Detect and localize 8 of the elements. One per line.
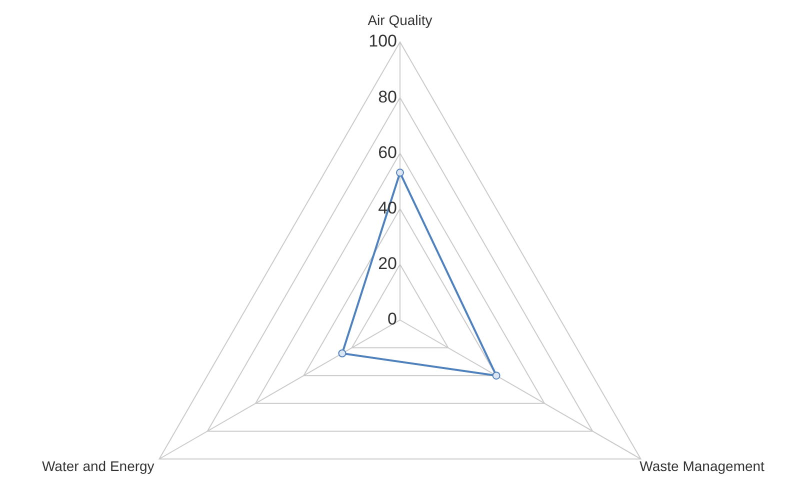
y-tick-label: 100 bbox=[368, 32, 397, 51]
spoke-label: Waste Management bbox=[640, 458, 765, 474]
y-tick-label: 80 bbox=[378, 87, 397, 106]
y-tick-label: 20 bbox=[378, 254, 397, 274]
y-tick-label: 0 bbox=[388, 310, 397, 329]
y-tick-label: 60 bbox=[378, 142, 397, 162]
spoke-label: Water and Energy bbox=[42, 458, 154, 474]
spoke-label: Air Quality bbox=[368, 12, 432, 28]
